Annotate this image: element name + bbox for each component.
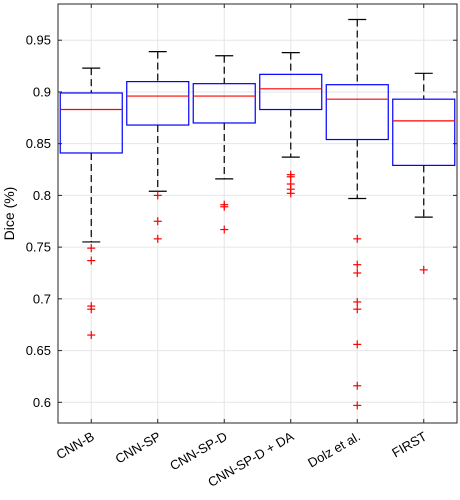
outlier-marker xyxy=(353,234,362,243)
y-tick-label: 0.95 xyxy=(26,33,51,48)
outlier-marker xyxy=(353,381,362,390)
box-dolz-et-al xyxy=(325,18,389,410)
outlier-marker xyxy=(353,401,362,410)
x-tick-label: FIRST xyxy=(389,429,429,461)
plot-area xyxy=(59,18,456,410)
box-cnn-sp xyxy=(126,50,190,243)
outlier-marker xyxy=(286,189,295,198)
x-tick-label: Dolz et al. xyxy=(305,429,363,471)
y-tick-label: 0.9 xyxy=(33,84,51,99)
iqr-box xyxy=(259,73,323,111)
outlier-marker xyxy=(87,256,96,265)
outlier-marker xyxy=(353,260,362,269)
y-tick-label: 0.6 xyxy=(33,395,51,410)
y-tick-label: 0.8 xyxy=(33,188,51,203)
outlier-marker xyxy=(286,172,295,181)
outlier-marker xyxy=(153,217,162,226)
outlier-marker xyxy=(353,340,362,349)
outlier-marker xyxy=(153,191,162,200)
grid-lines xyxy=(58,4,457,423)
box-first xyxy=(392,72,456,274)
outlier-marker xyxy=(220,225,229,234)
y-axis-ticks: 0.6 0.65 0.7 0.75 0.8 0.85 0.9 0.95 xyxy=(26,33,457,410)
box-cnn-sp-d-da xyxy=(259,52,323,198)
outlier-marker xyxy=(87,244,96,253)
outlier-marker xyxy=(153,234,162,243)
plot-frame xyxy=(57,3,458,424)
iqr-box xyxy=(59,92,123,154)
y-axis-label: Dice (%) xyxy=(1,187,17,241)
outlier-marker xyxy=(419,265,428,274)
outlier-marker xyxy=(220,202,229,211)
outlier-marker xyxy=(353,305,362,314)
iqr-box xyxy=(126,80,190,126)
y-tick-label: 0.85 xyxy=(26,136,51,151)
outlier-marker xyxy=(87,331,96,340)
iqr-box xyxy=(325,84,389,141)
box-cnn-sp-d xyxy=(192,55,256,234)
x-tick-label: CNN-SP xyxy=(113,429,164,467)
outlier-marker xyxy=(353,297,362,306)
outlier-marker xyxy=(353,268,362,277)
x-tick-label: CNN-SP-D xyxy=(167,429,230,474)
y-tick-label: 0.7 xyxy=(33,291,51,306)
y-tick-label: 0.75 xyxy=(26,240,51,255)
outlier-marker xyxy=(87,305,96,314)
x-tick-label: CNN-B xyxy=(54,429,97,463)
iqr-box xyxy=(192,83,256,124)
box-cnn-b xyxy=(59,67,123,340)
iqr-box xyxy=(392,98,456,166)
y-tick-label: 0.65 xyxy=(26,343,51,358)
